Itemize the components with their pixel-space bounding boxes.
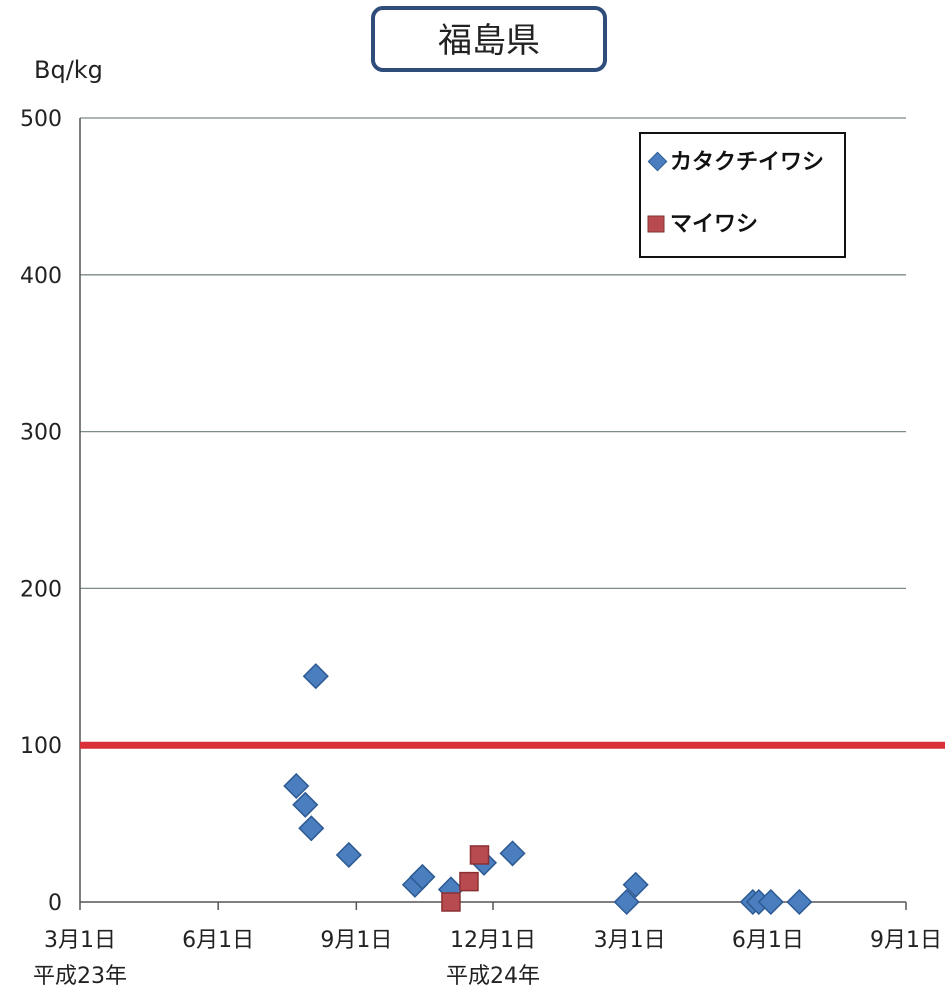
y-tick-label: 500	[20, 107, 62, 132]
legend: カタクチイワシ マイワシ	[639, 132, 846, 258]
y-tick-label: 400	[20, 264, 62, 289]
y-axis-unit-label: Bq/kg	[34, 56, 103, 84]
era-label: 平成24年	[446, 964, 540, 989]
y-tick-label: 300	[20, 421, 62, 446]
data-points	[283, 663, 813, 916]
y-tick-label: 100	[20, 734, 62, 759]
point-katakuchi	[757, 888, 784, 916]
point-katakuchi	[622, 871, 649, 898]
x-tick-label: 3月1日	[594, 928, 666, 953]
point-maiwashi	[441, 892, 461, 912]
point-katakuchi	[613, 888, 640, 916]
x-tick-label: 3月1日	[44, 928, 116, 953]
x-tick-label: 6月1日	[732, 928, 804, 953]
legend-square-marker	[647, 215, 665, 233]
y-tick-label: 200	[20, 577, 62, 602]
y-tick-labels: 0 100 200 300 400 500	[20, 107, 62, 916]
chart-title-box: 福島県	[371, 6, 607, 72]
chart-title: 福島県	[438, 21, 540, 61]
x-tick-label: 9月1日	[870, 928, 942, 953]
x-tick-label: 9月1日	[320, 928, 392, 953]
y-tick-label: 0	[48, 891, 62, 916]
legend-frame	[639, 132, 846, 258]
point-katakuchi	[786, 888, 813, 916]
point-katakuchi	[409, 863, 436, 890]
legend-label-katakuchi: カタクチイワシ	[670, 150, 824, 175]
legend-label-maiwashi: マイワシ	[670, 212, 758, 237]
legend-diamond-marker	[647, 151, 668, 172]
era-label: 平成23年	[33, 964, 127, 989]
point-maiwashi	[469, 845, 490, 865]
point-katakuchi	[335, 841, 362, 869]
x-tick-label: 12月1日	[450, 928, 536, 953]
point-katakuchi	[302, 663, 329, 690]
point-katakuchi	[298, 815, 325, 842]
title-frame	[371, 6, 607, 72]
point-katakuchi	[292, 791, 319, 818]
x-tick-label: 6月1日	[182, 928, 254, 953]
point-katakuchi	[499, 840, 526, 867]
x-tick-labels: 3月1日 6月1日 9月1日 12月1日 3月1日 6月1日 9月1日	[44, 902, 942, 953]
point-katakuchi	[283, 772, 310, 800]
point-maiwashi	[459, 871, 479, 892]
era-labels: 平成23年 平成24年	[33, 964, 540, 989]
